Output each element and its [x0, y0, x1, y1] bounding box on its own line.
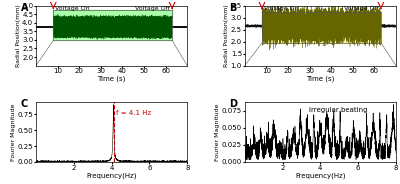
- X-axis label: Time (s): Time (s): [98, 76, 126, 82]
- X-axis label: Time (s): Time (s): [306, 76, 334, 82]
- Text: Voltage Off: Voltage Off: [135, 6, 170, 11]
- Text: C: C: [21, 99, 28, 109]
- Y-axis label: Radial Position(mm): Radial Position(mm): [224, 4, 229, 67]
- Text: Irregular beating: Irregular beating: [309, 107, 368, 113]
- Text: f = 4.1 Hz: f = 4.1 Hz: [116, 110, 152, 116]
- X-axis label: Frequency(Hz): Frequency(Hz): [86, 172, 137, 179]
- Text: A: A: [21, 3, 28, 13]
- X-axis label: Frequency(Hz): Frequency(Hz): [295, 172, 346, 179]
- Y-axis label: Radial Position(mm): Radial Position(mm): [16, 4, 20, 67]
- Y-axis label: Fourier Magnitude: Fourier Magnitude: [215, 103, 220, 161]
- Text: B: B: [230, 3, 237, 13]
- Y-axis label: Fourier Magnitude: Fourier Magnitude: [11, 103, 16, 161]
- Text: Voltage Off: Voltage Off: [344, 6, 379, 11]
- Text: D: D: [230, 99, 238, 109]
- Text: Voltage On: Voltage On: [264, 6, 299, 11]
- Text: Voltage On: Voltage On: [56, 6, 90, 11]
